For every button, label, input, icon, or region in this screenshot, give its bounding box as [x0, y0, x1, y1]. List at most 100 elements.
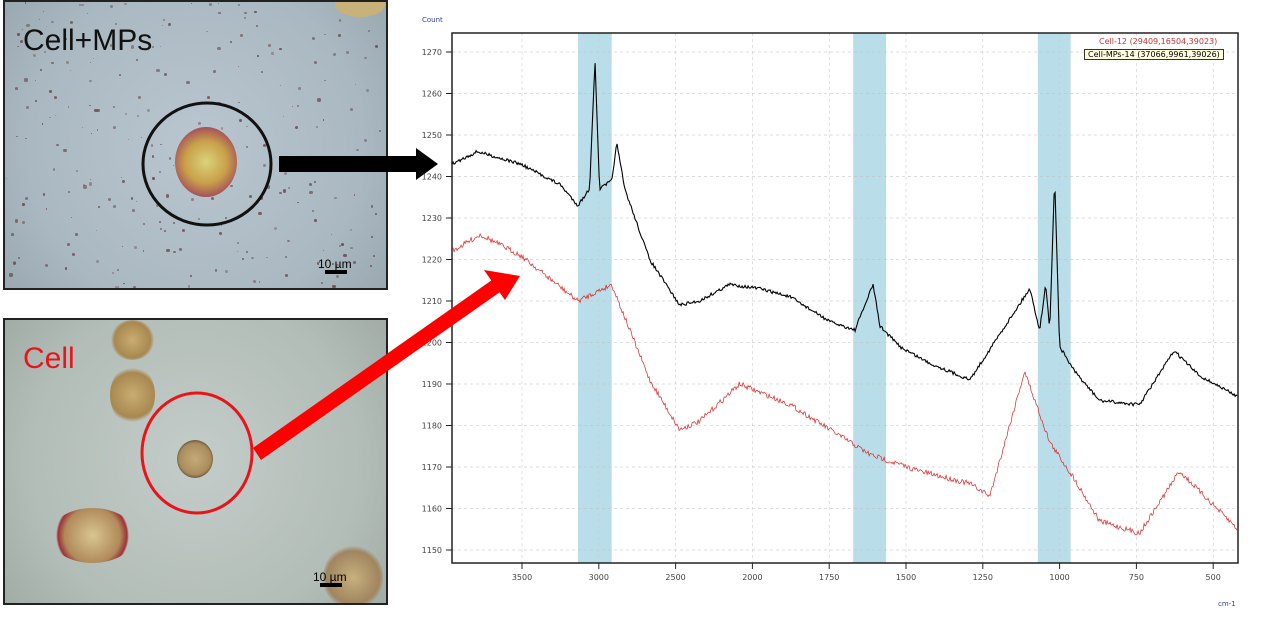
highlight-band: [577, 33, 612, 563]
particle-dot: [297, 201, 299, 203]
x-tick-label: 1500: [896, 573, 916, 582]
particle-dot: [68, 190, 71, 193]
particle-dot: [353, 194, 355, 196]
particle-dot: [225, 269, 228, 273]
y-tick-label: 1150: [422, 546, 442, 555]
particle-dot: [350, 229, 353, 232]
particle-dot: [66, 242, 71, 247]
micrograph-cell: Cell 10 µm: [3, 318, 388, 605]
particle-dot: [38, 18, 41, 20]
particle-dot: [41, 123, 43, 125]
particle-dot: [55, 115, 57, 117]
particle-dot: [285, 274, 289, 277]
y-tick-label: 1210: [422, 297, 442, 306]
particle-dot: [238, 101, 240, 104]
particle-dot: [322, 250, 324, 252]
particle-dot: [17, 256, 21, 260]
particle-dot: [332, 53, 336, 57]
particle-dot: [39, 68, 42, 71]
y-tick-label: 1190: [422, 380, 442, 389]
particle-dot: [115, 285, 119, 288]
particle-dot: [197, 217, 200, 221]
particle-dot: [187, 285, 190, 288]
particle-dot: [173, 250, 176, 253]
particle-dot: [17, 45, 19, 48]
particle-dot: [266, 256, 268, 258]
particle-dot: [172, 221, 176, 224]
particle-dot: [165, 194, 170, 198]
particle-dot: [263, 163, 267, 167]
particle-dot: [159, 45, 161, 47]
particle-dot: [370, 204, 374, 208]
particle-dot: [316, 125, 319, 129]
particle-dot: [49, 117, 51, 119]
particle-dot: [254, 10, 257, 14]
particle-dot: [270, 51, 275, 56]
particle-dot: [25, 137, 27, 140]
cell-cluster: [110, 320, 155, 360]
series-line-cell: [451, 232, 1238, 536]
particle-dot: [182, 228, 186, 232]
arrow-top-shaft: [279, 156, 419, 172]
particle-dot: [334, 197, 337, 200]
particle-dot: [81, 3, 85, 7]
particle-dot: [298, 86, 301, 90]
particle-dot: [51, 20, 54, 24]
particle-dot: [17, 33, 20, 36]
particle-dot: [161, 24, 163, 26]
particle-dot: [67, 106, 70, 109]
particle-dot: [124, 3, 127, 6]
particle-dot: [257, 54, 260, 57]
particle-dot: [112, 126, 116, 130]
x-tick-label: 1250: [973, 573, 993, 582]
particle-dot: [190, 2, 193, 5]
particle-dot: [321, 281, 324, 284]
particle-dot: [95, 229, 98, 232]
particle-dot: [313, 180, 316, 184]
particle-dot: [146, 42, 149, 44]
particle-dot: [350, 108, 354, 112]
scale-label: 10 µm: [318, 257, 352, 271]
particle-dot: [70, 217, 72, 219]
particle-dot: [317, 98, 321, 102]
particle-dot: [217, 2, 219, 4]
particle-dot: [343, 254, 347, 258]
y-tick-label: 1260: [422, 90, 442, 99]
panel-label: Cell: [23, 342, 75, 375]
particle-dot: [335, 274, 339, 278]
particle-dot: [253, 280, 257, 284]
particle-dot: [173, 164, 175, 167]
particle-dot: [19, 39, 24, 44]
particle-dot: [83, 183, 86, 186]
particle-dot: [79, 4, 82, 6]
particle-dot: [324, 33, 326, 35]
particle-dot: [338, 33, 342, 37]
particle-dot: [314, 61, 318, 65]
particle-dot: [349, 246, 353, 250]
particle-dot: [53, 96, 57, 100]
cell-corner: [323, 545, 383, 603]
particle-dot: [379, 129, 382, 132]
particle-dot: [230, 41, 233, 44]
particle-dot: [88, 182, 93, 186]
particle-dot: [258, 281, 260, 283]
particle-dot: [332, 284, 336, 288]
y-tick-label: 1220: [422, 256, 442, 265]
particle-dot: [72, 253, 75, 256]
particle-dot: [238, 119, 242, 122]
particle-dot: [9, 273, 13, 277]
particle-dot: [206, 30, 208, 33]
particle-dot: [339, 245, 342, 248]
particle-dot: [107, 197, 111, 201]
particle-dot: [163, 19, 166, 22]
particle-dot: [309, 190, 313, 194]
particle-dot: [121, 246, 124, 248]
particle-dot: [287, 186, 290, 190]
panel-label: Cell+MPs: [23, 24, 153, 57]
cell-cluster: [110, 365, 155, 425]
particle-dot: [168, 23, 171, 27]
particle-dot: [147, 108, 151, 112]
particle-dot: [190, 274, 193, 277]
particle-dot: [75, 233, 79, 237]
particle-dot: [207, 95, 211, 99]
